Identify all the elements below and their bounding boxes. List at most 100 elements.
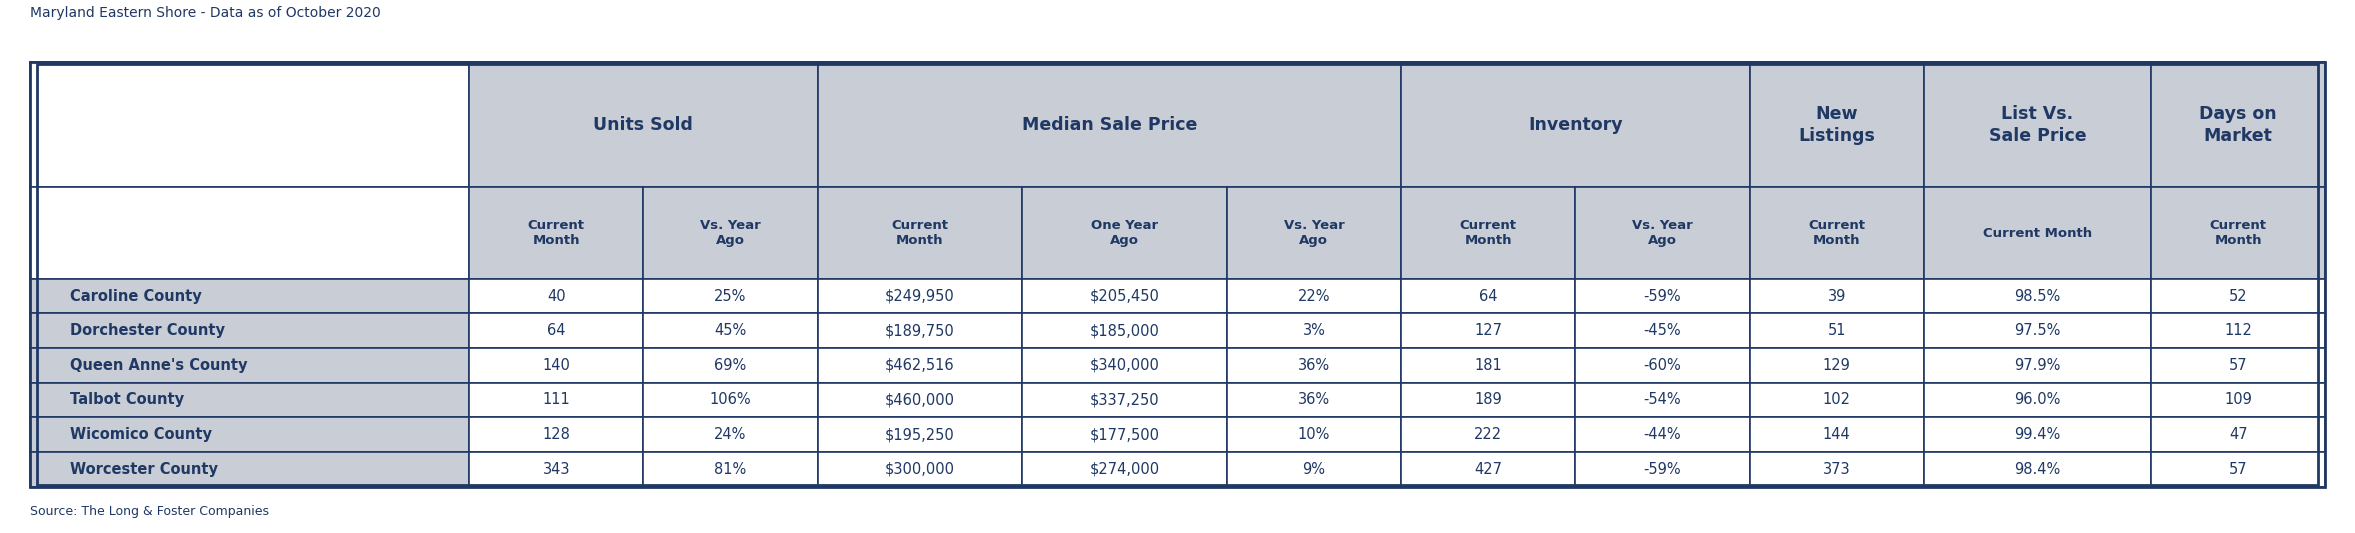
Bar <box>643 417 817 452</box>
Text: Current
Month: Current Month <box>1809 219 1865 247</box>
Text: 69%: 69% <box>714 358 747 373</box>
Bar <box>817 313 1022 348</box>
Text: 144: 144 <box>1823 427 1851 442</box>
Text: Dorchester County: Dorchester County <box>71 323 224 338</box>
Bar <box>817 62 1401 188</box>
Text: $205,450: $205,450 <box>1090 288 1159 303</box>
Bar <box>1924 417 2150 452</box>
Bar <box>1401 62 1750 188</box>
Text: 25%: 25% <box>714 288 747 303</box>
Text: Current
Month: Current Month <box>893 219 949 247</box>
Text: $189,750: $189,750 <box>885 323 954 338</box>
Bar <box>1750 313 1924 348</box>
Bar <box>1924 452 2150 487</box>
Bar <box>2150 313 2324 348</box>
Bar <box>817 452 1022 487</box>
Text: 51: 51 <box>1827 323 1846 338</box>
Text: Vs. Year
Ago: Vs. Year Ago <box>1283 219 1345 247</box>
Bar <box>1022 452 1227 487</box>
Text: 222: 222 <box>1474 427 1502 442</box>
Bar <box>31 62 2324 487</box>
Text: $249,950: $249,950 <box>885 288 954 303</box>
Bar <box>469 62 817 188</box>
Bar <box>2150 417 2324 452</box>
Text: 45%: 45% <box>714 323 747 338</box>
Bar <box>31 62 469 188</box>
Bar <box>643 348 817 383</box>
Text: $300,000: $300,000 <box>885 462 954 477</box>
Bar <box>1022 279 1227 313</box>
Bar <box>643 383 817 417</box>
Text: 9%: 9% <box>1302 462 1326 477</box>
Bar <box>1401 348 1575 383</box>
Text: Wicomico County: Wicomico County <box>71 427 212 442</box>
Text: 128: 128 <box>542 427 570 442</box>
Text: Queen Anne's County: Queen Anne's County <box>71 358 247 373</box>
Text: 64: 64 <box>1479 288 1498 303</box>
Bar <box>817 417 1022 452</box>
Bar <box>1401 188 1575 279</box>
Text: $274,000: $274,000 <box>1090 462 1159 477</box>
Text: 140: 140 <box>542 358 570 373</box>
Bar <box>31 417 469 452</box>
Bar <box>1924 383 2150 417</box>
Text: New
Listings: New Listings <box>1799 105 1875 144</box>
Text: $177,500: $177,500 <box>1090 427 1159 442</box>
Bar <box>643 188 817 279</box>
Text: 64: 64 <box>546 323 565 338</box>
Text: 97.9%: 97.9% <box>2014 358 2061 373</box>
Text: -60%: -60% <box>1644 358 1681 373</box>
Bar <box>1401 452 1575 487</box>
Bar <box>1575 279 1750 313</box>
Text: 98.4%: 98.4% <box>2014 462 2061 477</box>
Text: Vs. Year
Ago: Vs. Year Ago <box>1632 219 1693 247</box>
Bar <box>2150 348 2324 383</box>
Bar <box>1022 188 1227 279</box>
Text: Maryland Eastern Shore - Data as of October 2020: Maryland Eastern Shore - Data as of Octo… <box>31 6 382 20</box>
Bar <box>2150 383 2324 417</box>
Text: 98.5%: 98.5% <box>2014 288 2061 303</box>
Bar <box>469 348 643 383</box>
Bar <box>1022 417 1227 452</box>
Bar <box>1750 188 1924 279</box>
Bar <box>31 188 469 279</box>
Text: 373: 373 <box>1823 462 1851 477</box>
Bar <box>1575 417 1750 452</box>
Text: -54%: -54% <box>1644 392 1681 407</box>
Bar <box>2150 279 2324 313</box>
Bar <box>2150 62 2324 188</box>
Text: 36%: 36% <box>1298 358 1331 373</box>
Bar <box>1750 383 1924 417</box>
Bar <box>1022 383 1227 417</box>
Bar <box>1575 348 1750 383</box>
Bar <box>469 383 643 417</box>
Bar <box>1227 313 1401 348</box>
Text: $460,000: $460,000 <box>885 392 954 407</box>
Bar <box>469 452 643 487</box>
Text: Days on
Market: Days on Market <box>2200 105 2277 144</box>
Bar <box>1022 313 1227 348</box>
Bar <box>1227 383 1401 417</box>
Text: Worcester County: Worcester County <box>71 462 217 477</box>
Text: $340,000: $340,000 <box>1090 358 1159 373</box>
Bar <box>31 452 469 487</box>
Bar <box>1227 452 1401 487</box>
Bar <box>1750 62 1924 188</box>
Text: -59%: -59% <box>1644 462 1681 477</box>
Bar <box>2150 452 2324 487</box>
Text: Median Sale Price: Median Sale Price <box>1022 116 1196 134</box>
Text: Caroline County: Caroline County <box>71 288 203 303</box>
Bar <box>31 383 469 417</box>
Text: One Year
Ago: One Year Ago <box>1090 219 1159 247</box>
Bar <box>1750 452 1924 487</box>
Bar <box>1575 188 1750 279</box>
Text: $185,000: $185,000 <box>1090 323 1159 338</box>
Text: 81%: 81% <box>714 462 747 477</box>
Text: -45%: -45% <box>1644 323 1681 338</box>
Bar <box>1227 188 1401 279</box>
Bar <box>1401 383 1575 417</box>
Text: 57: 57 <box>2228 462 2247 477</box>
Text: 52: 52 <box>2228 288 2247 303</box>
Text: -59%: -59% <box>1644 288 1681 303</box>
Text: $462,516: $462,516 <box>885 358 954 373</box>
